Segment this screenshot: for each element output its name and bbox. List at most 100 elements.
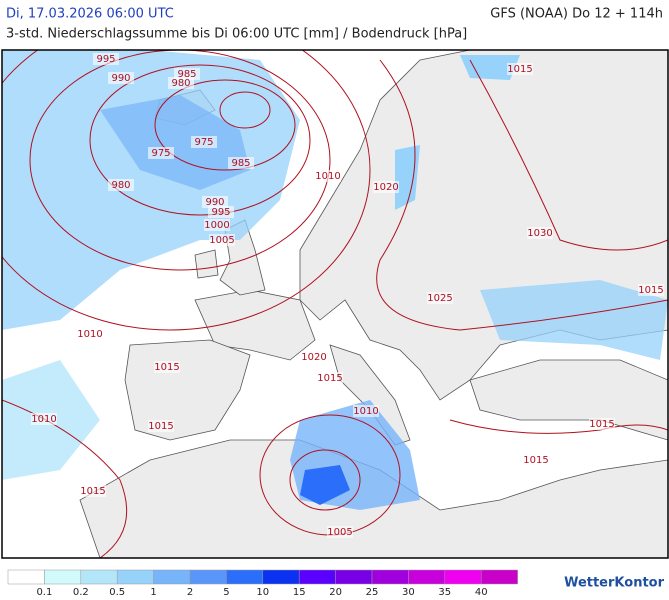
isobar-label-bg — [507, 63, 533, 75]
legend-swatch — [335, 569, 373, 585]
isobar-label: 990 — [111, 73, 130, 84]
legend-swatch — [80, 569, 118, 585]
isobar-label: 1020 — [373, 182, 398, 193]
legend-label: 0.2 — [73, 587, 89, 598]
isobar — [449, 419, 668, 434]
isobar-label-bg — [373, 181, 399, 193]
precip-area — [480, 280, 668, 360]
legend-swatch — [189, 569, 227, 585]
logo: WetterKontor — [564, 576, 665, 591]
isobar-label: 1005 — [209, 235, 234, 246]
isobar-label: 1015 — [80, 486, 105, 497]
legend-swatch — [371, 569, 409, 585]
isobar-label-bg — [427, 292, 453, 304]
legend-swatch — [44, 569, 82, 585]
isobar-label: 1015 — [589, 419, 614, 430]
legend-label: 30 — [402, 587, 415, 598]
legend-swatch — [153, 569, 191, 585]
isobar-label-bg — [589, 418, 615, 430]
model-run: GFS (NOAA) Do 12 + 114h — [490, 7, 663, 22]
precip-area — [2, 50, 300, 330]
isobar-label-bg — [527, 227, 553, 239]
valid-time: Di, 17.03.2026 06:00 UTC — [6, 7, 174, 22]
isobar-label: 1020 — [301, 352, 326, 363]
isobar-label: 1005 — [327, 527, 352, 538]
isobar-label-bg — [77, 328, 103, 340]
legend-label: 10 — [256, 587, 269, 598]
legend-swatch — [480, 569, 518, 585]
map-frame — [1, 49, 669, 559]
isobar-label-bg — [202, 196, 228, 208]
legend-swatch — [444, 569, 482, 585]
isobar — [289, 449, 361, 511]
isobar-label: 985 — [231, 158, 250, 169]
legend-swatch — [408, 569, 446, 585]
isobar-label-bg — [204, 219, 230, 231]
map-area — [2, 50, 668, 558]
isobar-label: 1000 — [204, 220, 229, 231]
precipitation — [2, 50, 668, 510]
isobar-label: 1015 — [148, 421, 173, 432]
legend-swatch — [116, 569, 154, 585]
isobar-label: 1010 — [31, 414, 56, 425]
isobar-label: 1015 — [317, 373, 342, 384]
isobar — [29, 50, 331, 271]
subtitle: 3-std. Niederschlagssumme bis Di 06:00 U… — [6, 27, 467, 42]
isobar-label-bg — [148, 420, 174, 432]
isobar-label-bg — [638, 284, 664, 296]
isobar-label: 995 — [211, 207, 230, 218]
isobar-label: 1010 — [315, 171, 340, 182]
isobar — [376, 59, 668, 331]
isobar-label: 975 — [151, 148, 170, 159]
isobar-label: 1015 — [507, 64, 532, 75]
isobar-label-bg — [208, 206, 234, 218]
ireland — [194, 249, 219, 279]
isobar — [219, 91, 271, 129]
legend-swatch — [262, 569, 300, 585]
isobar-label-bg — [301, 351, 327, 363]
isobar-label-bg — [327, 526, 353, 538]
legend-label: 0.5 — [109, 587, 125, 598]
isobar — [2, 50, 371, 331]
precip-area — [460, 55, 520, 80]
isobar-label-bg — [353, 405, 379, 417]
isobar-label: 1015 — [523, 455, 548, 466]
isobar-label-bg — [228, 157, 254, 169]
legend-label: 25 — [366, 587, 379, 598]
legend-label: 35 — [438, 587, 451, 598]
isobar-label: 995 — [96, 54, 115, 65]
isobar-label: 985 — [177, 69, 196, 80]
precip-core — [300, 465, 350, 505]
isobar — [89, 64, 311, 216]
precip-area — [100, 95, 250, 190]
legend-swatch — [298, 569, 336, 585]
legend-label: 40 — [475, 587, 488, 598]
isobar-label: 1010 — [353, 406, 378, 417]
legend-swatch — [226, 569, 264, 585]
isobar-label: 1015 — [154, 362, 179, 373]
legend-label: 15 — [293, 587, 306, 598]
isobar-label-bg — [317, 372, 343, 384]
isobar-label-bg — [191, 136, 217, 148]
legend-swatch — [7, 569, 45, 585]
legend-label: 0.1 — [36, 587, 52, 598]
isobar-label-bg — [168, 77, 194, 89]
isobar-label: 1030 — [527, 228, 552, 239]
isobar-label: 1010 — [77, 329, 102, 340]
legend-label: 1 — [150, 587, 156, 598]
isobar-label-bg — [154, 361, 180, 373]
isobar-label-bg — [315, 170, 341, 182]
isobar-label-bg — [108, 72, 134, 84]
legend-label: 2 — [187, 587, 193, 598]
isobar — [154, 79, 296, 171]
isobars — [2, 50, 668, 558]
turkey — [469, 359, 668, 441]
isobar-label: 980 — [111, 180, 130, 191]
isobar-label-bg — [31, 413, 57, 425]
isobar-label: 980 — [171, 78, 190, 89]
precip-area — [395, 145, 420, 210]
isobar-label: 1025 — [427, 293, 452, 304]
isobar-label-bg — [93, 53, 119, 65]
